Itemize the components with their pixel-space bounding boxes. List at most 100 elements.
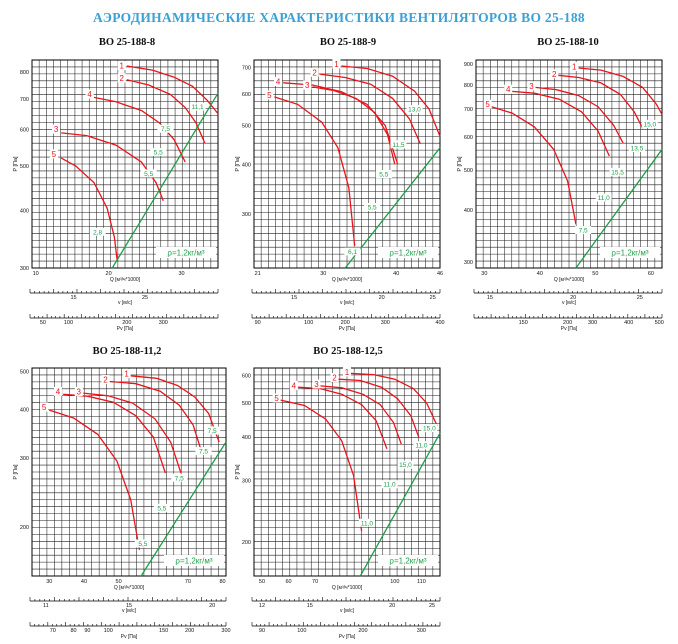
y-tick-label: 400 <box>20 407 29 413</box>
plot-frame <box>31 367 227 577</box>
curve-label-3: 3 <box>305 81 310 90</box>
curve-label-4: 4 <box>56 387 61 396</box>
y-tick-label: 300 <box>20 266 29 272</box>
x-tick-label: 46 <box>437 271 443 277</box>
rho-label-bg <box>600 247 660 258</box>
x-tick-label: 60 <box>285 579 291 585</box>
y-tick-label: 600 <box>242 92 251 98</box>
x-tick-label: 60 <box>648 271 654 277</box>
power-label: 7,5 <box>175 475 184 482</box>
y-tick-label: 800 <box>464 83 473 89</box>
velocity-tick-label: 15 <box>487 295 493 301</box>
pv-tick-label: 90 <box>259 628 265 634</box>
power-label-bg <box>140 169 157 178</box>
curve-label-3: 3 <box>529 82 534 91</box>
pv-tick-label: 80 <box>71 628 77 634</box>
curve-label-4: 4 <box>506 85 511 94</box>
y-tick-label: 200 <box>242 540 251 546</box>
power-label-bg <box>157 124 174 133</box>
power-label-bg <box>364 203 381 212</box>
x-tick-label: 10 <box>33 271 39 277</box>
velocity-tick-label: 15 <box>307 603 313 609</box>
rho-label-bg <box>164 555 224 566</box>
curve-label-5: 5 <box>52 150 57 159</box>
curve-label-bg <box>49 149 58 159</box>
curve-label-bg <box>332 59 341 69</box>
y-axis-label: P [Па] <box>235 464 241 480</box>
y-tick-label: 300 <box>242 212 251 218</box>
y-tick-label: 700 <box>464 107 473 113</box>
chart-title-bo-10: ВО 25-188-10 <box>537 37 599 48</box>
curve-label-bg <box>570 61 579 71</box>
plot-frame <box>31 59 219 269</box>
velocity-tick-label: 25 <box>637 295 643 301</box>
curve-label-3: 3 <box>314 380 319 389</box>
curve-label-bg <box>122 369 131 379</box>
pv-axis-label: Pv [Па] <box>339 326 356 332</box>
power-label: 11,0 <box>361 520 374 527</box>
pv-axis-label: Pv [Па] <box>121 634 138 640</box>
curve-label-5: 5 <box>267 91 272 100</box>
curve-label-bg <box>117 73 126 83</box>
velocity-tick-label: 15 <box>126 603 132 609</box>
x-tick-label: 80 <box>219 579 225 585</box>
x-tick-label: 40 <box>81 579 87 585</box>
curve-label-bg <box>265 90 274 100</box>
velocity-tick-label: 20 <box>379 295 385 301</box>
power-label: 6,1 <box>348 249 357 256</box>
power-label: 7,5 <box>208 428 217 435</box>
density-line <box>140 441 227 577</box>
curve-label-bg <box>74 386 83 396</box>
curve-label-2: 2 <box>312 68 317 77</box>
grid <box>253 367 441 577</box>
pv-axis-label: Pv [Па] <box>339 634 356 640</box>
fan-chart-bo-11-2: 200 300 400 500 P [Па] 30 40 50 70 80 Q [м³/ч*1000… <box>13 367 231 640</box>
power-label-bg <box>595 193 612 202</box>
pv-tick-label: 300 <box>417 628 426 634</box>
power-label-bg <box>629 143 646 152</box>
page-title: АЭРОДИНАМИЧЕСКИЕ ХАРАКТЕРИСТИКИ ВЕНТИЛЯТ… <box>93 10 585 25</box>
chart-title-bo-12-5: ВО 25-188-12,5 <box>313 346 383 357</box>
density-line <box>359 432 441 577</box>
x-tick-label: 70 <box>185 579 191 585</box>
pv-tick-label: 400 <box>435 320 444 326</box>
y-tick-label: 800 <box>20 70 29 76</box>
velocity-tick-label: 15 <box>71 295 77 301</box>
pv-tick-label: 200 <box>122 320 131 326</box>
curve-label-bg <box>40 402 49 412</box>
power-label: 5,5 <box>144 171 153 178</box>
plot-frame <box>253 59 441 269</box>
curve-label-5: 5 <box>485 100 490 109</box>
power-label: 5,5 <box>368 205 377 212</box>
curve-label-bg <box>330 372 339 382</box>
power-label: 5,5 <box>154 150 163 157</box>
velocity-tick-label: 20 <box>209 603 215 609</box>
rho-label: ρ=1,2кг/м³ <box>611 249 648 258</box>
pv-tick-label: 300 <box>159 320 168 326</box>
curve-label-bg <box>52 124 61 134</box>
fan-curve-1 <box>578 67 663 115</box>
grid <box>475 59 663 269</box>
fan-chart-bo-10: 300 400 500 600 700 800 900 P [Па] 30 40 50 60 Q [м³… <box>457 59 664 332</box>
curve-label-1: 1 <box>572 62 577 71</box>
curve-label-5: 5 <box>42 403 47 412</box>
power-label: 5,5 <box>157 505 166 512</box>
power-label-bg <box>195 447 212 456</box>
power-label-bg <box>134 539 151 548</box>
y-tick-label: 700 <box>20 97 29 103</box>
x-tick-label: 40 <box>393 271 399 277</box>
fan-curve-5 <box>274 96 356 246</box>
x-tick-label: 40 <box>537 271 543 277</box>
chart-title-bo-11-2: ВО 25-188-11,2 <box>92 346 162 357</box>
curve-label-1: 1 <box>345 368 350 377</box>
pv-tick-label: 50 <box>40 320 46 326</box>
velocity-tick-label: 25 <box>142 295 148 301</box>
y-tick-label: 400 <box>464 208 473 214</box>
velocity-axis-label: v [м/с] <box>340 300 355 306</box>
rho-label: ρ=1,2кг/м³ <box>175 557 212 566</box>
x-axis-label: Q [м³/ч*1000] <box>554 277 585 283</box>
power-label: 11,0 <box>598 195 611 202</box>
x-tick-label: 30 <box>481 271 487 277</box>
y-tick-label: 600 <box>464 135 473 141</box>
pv-tick-label: 150 <box>159 628 168 634</box>
